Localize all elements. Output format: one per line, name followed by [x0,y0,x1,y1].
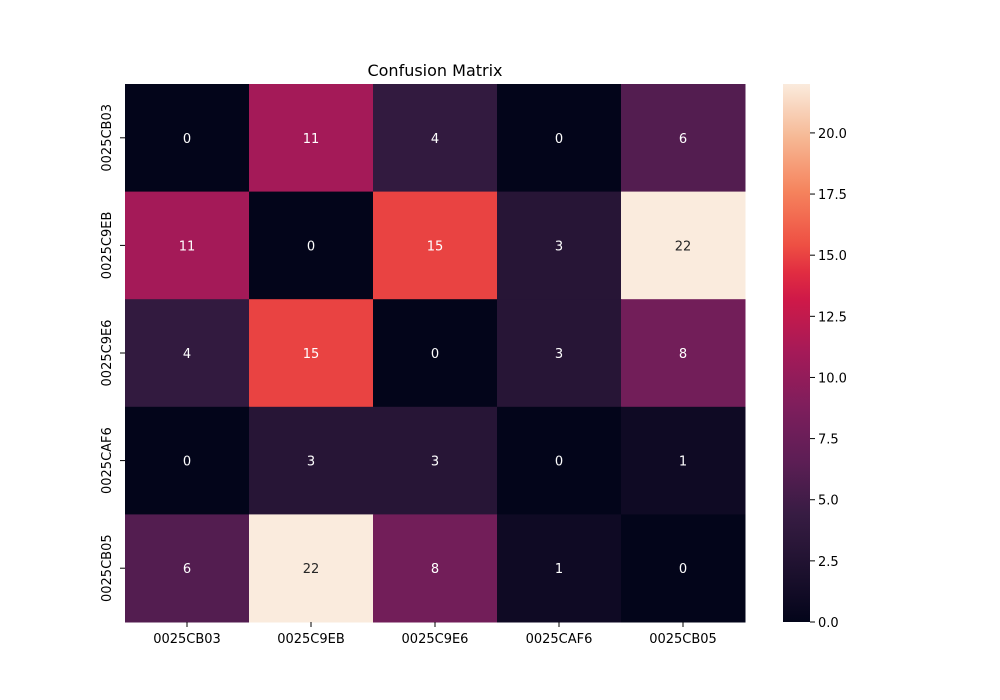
colorbar-tick-label: 12.5 [818,310,847,325]
cell-value-label: 3 [307,455,315,470]
heatmap-cell [249,514,374,623]
cell-value-label: 6 [679,132,687,147]
cell-value-label: 11 [303,132,320,147]
y-tick-label: 0025CB03 [100,104,115,172]
chart-title: Confusion Matrix [367,61,502,80]
cell-value-label: 0 [679,562,687,577]
colorbar-tick-label: 20.0 [818,127,847,142]
x-tick-label: 0025CB03 [153,632,221,647]
heatmap-cell [497,84,622,193]
colorbar-tick-label: 15.0 [818,249,847,264]
heatmap-cell [125,84,250,193]
cell-value-label: 4 [183,347,191,362]
colorbar-tick-label: 10.0 [818,371,847,386]
x-tick-label: 0025C9EB [277,632,345,647]
heatmap-cell [125,514,250,623]
cell-value-label: 6 [183,562,191,577]
cell-value-label: 15 [303,347,320,362]
heatmap-cell [249,191,374,300]
cell-value-label: 22 [675,239,692,254]
x-tick-label: 0025C9E6 [402,632,469,647]
heatmap-cell [621,84,746,193]
colorbar-tick-label: 0.0 [818,616,839,631]
cell-value-label: 22 [303,562,320,577]
cell-value-label: 0 [183,132,191,147]
cell-value-label: 15 [427,239,444,254]
cell-value-label: 3 [555,239,563,254]
heatmap-cell [125,191,250,300]
heatmap-cell [249,84,374,193]
heatmap-cell [373,514,498,623]
heatmap-cell [497,406,622,515]
colorbar: 0.0 2.5 5.0 7.5 10.0 12.5 15.0 17.5 20.0 [783,84,847,631]
x-tick-label: 0025CB05 [649,632,717,647]
colorbar-tick-label: 17.5 [818,188,847,203]
heatmap-cell [373,406,498,515]
cell-value-label: 1 [555,562,563,577]
cell-value-label: 0 [555,455,563,470]
heatmap-cell [497,299,622,408]
cell-value-label: 0 [431,347,439,362]
cell-value-label: 3 [555,347,563,362]
cell-value-label: 0 [555,132,563,147]
cell-value-label: 11 [179,239,196,254]
heatmap-cell [497,191,622,300]
heatmap-cell [249,406,374,515]
heatmap-cell [125,406,250,515]
heatmap-cell [249,299,374,408]
cell-value-label: 3 [431,455,439,470]
colorbar-tick-label: 2.5 [818,555,839,570]
heatmap-cell [621,299,746,408]
heatmap-cell [125,299,250,408]
y-tick-label: 0025CAF6 [100,427,115,494]
cell-value-label: 0 [183,455,191,470]
heatmap-cell [373,299,498,408]
x-axis-ticks: 0025CB03 0025C9EB 0025C9E6 0025CAF6 0025CB05 [153,622,717,647]
heatmap-cells: 0 11 4 0 6 11 0 15 3 22 4 15 0 3 8 0 3 3 0 1 6 22 8 1 0 [125,84,746,623]
heatmap-cell [497,514,622,623]
cell-value-label: 0 [307,239,315,254]
cell-value-label: 1 [679,455,687,470]
heatmap-cell [373,84,498,193]
x-tick-label: 0025CAF6 [526,632,593,647]
heatmap-cell [373,191,498,300]
cell-value-label: 8 [431,562,439,577]
colorbar-tick-label: 7.5 [818,433,839,448]
y-tick-label: 0025CB05 [100,534,115,602]
cell-value-label: 8 [679,347,687,362]
heatmap-cell [621,514,746,623]
heatmap-cell [621,191,746,300]
y-tick-label: 0025C9E6 [100,320,115,387]
colorbar-tick-label: 5.0 [818,494,839,509]
cell-value-label: 4 [431,132,439,147]
y-tick-label: 0025C9EB [100,212,115,280]
y-axis-ticks: 0025CB03 0025C9EB 0025C9E6 0025CAF6 0025CB05 [100,104,125,602]
heatmap-cell [621,406,746,515]
colorbar-gradient [783,84,810,622]
